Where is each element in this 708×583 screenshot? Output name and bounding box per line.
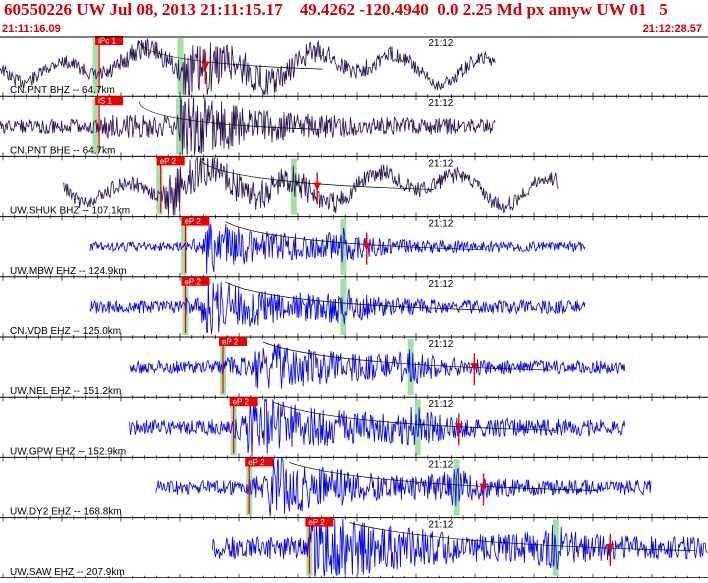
phase-window-marker xyxy=(92,98,99,155)
minute-marker-label: 21:12 xyxy=(428,38,453,49)
phase-window-marker xyxy=(414,399,421,456)
trace-panel[interactable]: iS 1 21:12 CN.PNT BHE -- 64.7km xyxy=(0,96,708,161)
travel-time-curve xyxy=(138,40,323,70)
waveform-trace xyxy=(89,281,586,334)
waveform-trace xyxy=(63,156,560,216)
pick-tag-label: eP 2 xyxy=(184,217,201,226)
pick-tag[interactable] xyxy=(305,517,334,527)
travel-time-curve xyxy=(138,101,320,130)
station-label: UW.SHUK BHZ -- 107.1km xyxy=(10,206,130,217)
trace-panel[interactable]: eP 2 21:12 UW.SAW EHZ -- 207.9km xyxy=(0,517,708,582)
station-label: CN.VDB EHZ -- 125.0km xyxy=(10,326,121,337)
pick-tag[interactable] xyxy=(156,156,185,166)
minute-marker-label: 21:12 xyxy=(428,520,453,531)
phase-window-marker xyxy=(340,218,347,275)
travel-time-curve xyxy=(225,221,484,251)
trace-panel[interactable]: iPc 1 21:12 CN.PNT BHZ -- 64.7km xyxy=(0,36,708,101)
window-start-time: 21:11:16.09 xyxy=(2,23,61,35)
s-pick-arrow-icon xyxy=(479,483,488,492)
phase-window-marker xyxy=(156,158,163,215)
trace-panel[interactable]: eP 2 21:12 UW.DY2 EHZ -- 168.8km xyxy=(0,457,708,522)
travel-time-curve xyxy=(262,341,551,371)
trace-panel[interactable]: eP 2 21:12 UW.NEL EHZ -- 151.2km xyxy=(0,337,708,402)
trace-panel[interactable]: eP 2 21:12 UW.MBW EHZ -- 124.9km xyxy=(0,216,708,281)
pick-tag[interactable] xyxy=(219,337,248,346)
waveform-trace xyxy=(0,97,496,156)
phase-window-marker xyxy=(177,38,184,95)
header-bar: 60550226 UW Jul 08, 2013 21:11:15.17 49.… xyxy=(0,0,708,36)
minute-marker-label: 21:12 xyxy=(428,98,453,109)
s-pick-arrow-icon xyxy=(362,242,371,251)
pick-tag-label: iPc 1 xyxy=(98,37,116,46)
station-label: UW.NEL EHZ -- 151.2km xyxy=(10,386,121,397)
phase-window-marker xyxy=(340,278,347,335)
s-pick-arrow-icon xyxy=(201,62,210,71)
phase-window-marker xyxy=(181,218,188,275)
travel-time-curve xyxy=(200,161,434,190)
travel-time-curve xyxy=(289,462,597,491)
window-end-time: 21:12:28.57 xyxy=(642,23,702,35)
phase-window-marker xyxy=(407,339,414,396)
station-label: UW.GPW EHZ -- 152.9km xyxy=(10,446,126,457)
minute-marker-label: 21:12 xyxy=(428,219,453,230)
pick-tag[interactable] xyxy=(229,397,258,407)
pick-tag[interactable] xyxy=(245,457,274,467)
seismogram-panels[interactable]: iPc 1 21:12 CN.PNT BHZ -- 64.7km iS 1 21:12 C… xyxy=(0,36,708,582)
event-title: 60550226 UW Jul 08, 2013 21:11:15.17 49.… xyxy=(4,0,668,19)
pick-tag-label: eP 2 xyxy=(308,518,325,527)
waveform-trace xyxy=(0,38,496,96)
pick-tag[interactable] xyxy=(95,36,124,45)
minute-marker-label: 21:12 xyxy=(428,339,453,350)
travel-time-curve xyxy=(225,281,484,311)
minute-marker-label: 21:12 xyxy=(428,459,453,470)
pick-tag-label: eP 2 xyxy=(160,157,177,166)
s-pick-arrow-icon xyxy=(454,423,463,432)
pick-tag-label: eP 2 xyxy=(248,458,265,467)
pick-tag-label: eP 2 xyxy=(222,338,239,347)
pick-tag-label: eP 2 xyxy=(184,277,201,286)
minute-marker-label: 21:12 xyxy=(428,279,453,290)
waveform-trace xyxy=(129,398,626,457)
trace-panel[interactable]: eP 2 21:12 UW.GPW EHZ -- 152.9km xyxy=(0,397,708,462)
phase-window-marker xyxy=(176,98,183,155)
pick-tag-label: eP 2 xyxy=(233,398,250,407)
station-label: UW.DY2 EHZ -- 168.8km xyxy=(10,507,122,518)
waveform-trace xyxy=(212,518,708,577)
station-label: CN.PNT BHE -- 64.7km xyxy=(10,145,115,156)
s-pick-arrow-icon xyxy=(313,182,322,191)
travel-time-curve xyxy=(349,522,696,552)
station-label: UW.MBW EHZ -- 124.9km xyxy=(10,266,127,277)
pick-tag[interactable] xyxy=(95,96,124,106)
s-pick-arrow-icon xyxy=(606,543,615,552)
phase-window-marker xyxy=(92,38,99,95)
pick-tag[interactable] xyxy=(181,216,210,226)
trace-panel[interactable]: eP 2 21:12 CN.VDB EHZ -- 125.0km xyxy=(0,276,708,341)
waveform-trace xyxy=(155,458,652,517)
s-pick-arrow-icon xyxy=(470,363,479,372)
station-label: CN.PNT BHZ -- 64.7km xyxy=(10,85,115,96)
waveform-trace xyxy=(129,343,626,389)
trace-panel[interactable]: eP 2 21:12 UW.SHUK BHZ -- 107.1km xyxy=(0,156,708,221)
pick-tag-label: iS 1 xyxy=(98,97,112,106)
pick-tag[interactable] xyxy=(181,276,210,286)
minute-marker-label: 21:12 xyxy=(428,158,453,169)
minute-marker-label: 21:12 xyxy=(428,399,453,410)
station-label: UW.SAW EHZ -- 207.9km xyxy=(10,567,125,578)
waveform-trace xyxy=(89,222,586,275)
travel-time-curve xyxy=(273,401,556,431)
